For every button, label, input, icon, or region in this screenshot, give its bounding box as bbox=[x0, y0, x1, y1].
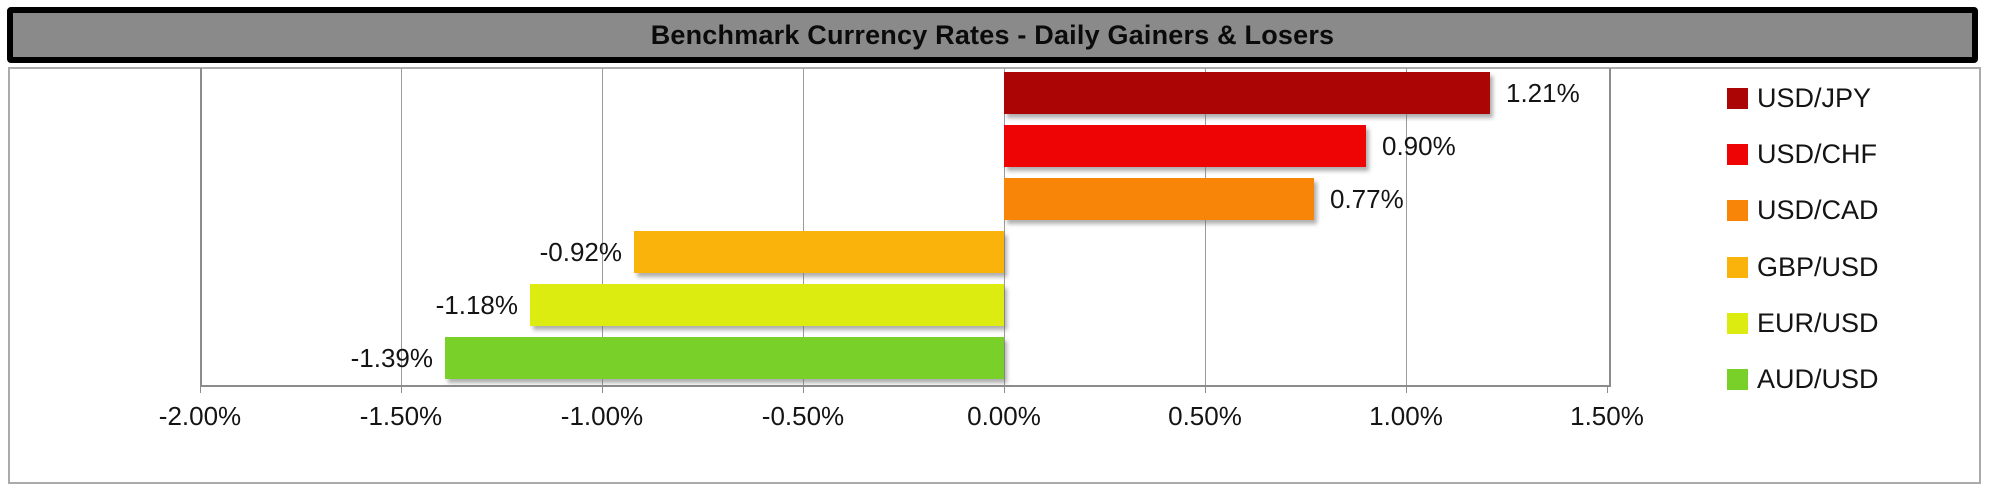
bar-usd-chf bbox=[1004, 125, 1366, 167]
legend-label: USD/JPY bbox=[1757, 83, 1872, 113]
gridline bbox=[1406, 68, 1407, 385]
bar-eur-usd bbox=[530, 284, 1004, 326]
legend-label: GBP/USD bbox=[1757, 252, 1879, 282]
x-axis-label: -1.00% bbox=[560, 401, 644, 431]
x-axis-label: 1.50% bbox=[1570, 401, 1644, 431]
legend-swatch-icon bbox=[1727, 200, 1748, 221]
legend-entry-gbp-usd: GBP/USD bbox=[1727, 252, 1879, 283]
x-axis-tick bbox=[1004, 385, 1005, 393]
x-axis-label: 0.00% bbox=[967, 401, 1041, 431]
legend-entry-usd-jpy: USD/JPY bbox=[1727, 83, 1871, 114]
x-axis-tick bbox=[602, 385, 603, 393]
x-axis-tick bbox=[401, 385, 402, 393]
x-axis-label: 1.00% bbox=[1369, 401, 1443, 431]
bar-usd-jpy bbox=[1004, 72, 1490, 114]
legend-label: USD/CHF bbox=[1757, 139, 1877, 169]
chart-title: Benchmark Currency Rates - Daily Gainers… bbox=[650, 19, 1335, 50]
bar-aud-usd bbox=[445, 337, 1004, 379]
bar-value-label: 0.90% bbox=[1382, 131, 1456, 161]
x-axis-tick bbox=[1607, 385, 1608, 393]
gridline bbox=[401, 68, 402, 385]
bar-value-label: 0.77% bbox=[1330, 184, 1404, 214]
legend-swatch-icon bbox=[1727, 257, 1748, 278]
chart-title-bar: Benchmark Currency Rates - Daily Gainers… bbox=[7, 7, 1978, 63]
x-axis-tick bbox=[1205, 385, 1206, 393]
legend-swatch-icon bbox=[1727, 88, 1748, 109]
chart-box bbox=[8, 67, 1981, 484]
bar-value-label: -1.18% bbox=[435, 290, 518, 320]
x-axis-label: -1.50% bbox=[359, 401, 443, 431]
plot-area bbox=[200, 68, 1611, 387]
gridline bbox=[602, 68, 603, 385]
legend-swatch-icon bbox=[1727, 369, 1748, 390]
bar-gbp-usd bbox=[634, 231, 1004, 273]
x-axis-tick bbox=[803, 385, 804, 393]
legend-entry-eur-usd: EUR/USD bbox=[1727, 308, 1879, 339]
legend-swatch-icon bbox=[1727, 144, 1748, 165]
gridline bbox=[1205, 68, 1206, 385]
gridline bbox=[803, 68, 804, 385]
bar-value-label: -0.92% bbox=[539, 237, 622, 267]
bar-usd-cad bbox=[1004, 178, 1314, 220]
x-axis-tick bbox=[200, 385, 201, 393]
x-axis-label: -0.50% bbox=[761, 401, 845, 431]
x-axis-tick bbox=[1406, 385, 1407, 393]
legend-entry-usd-cad: USD/CAD bbox=[1727, 195, 1879, 226]
legend-label: EUR/USD bbox=[1757, 308, 1879, 338]
legend-label: AUD/USD bbox=[1757, 364, 1879, 394]
x-axis-label: -2.00% bbox=[158, 401, 242, 431]
x-axis-label: 0.50% bbox=[1168, 401, 1242, 431]
legend-entry-aud-usd: AUD/USD bbox=[1727, 364, 1879, 395]
legend-swatch-icon bbox=[1727, 313, 1748, 334]
bar-value-label: 1.21% bbox=[1506, 78, 1580, 108]
gridline bbox=[1004, 68, 1005, 385]
legend-entry-usd-chf: USD/CHF bbox=[1727, 139, 1877, 170]
bar-value-label: -1.39% bbox=[350, 343, 433, 373]
legend-label: USD/CAD bbox=[1757, 195, 1879, 225]
